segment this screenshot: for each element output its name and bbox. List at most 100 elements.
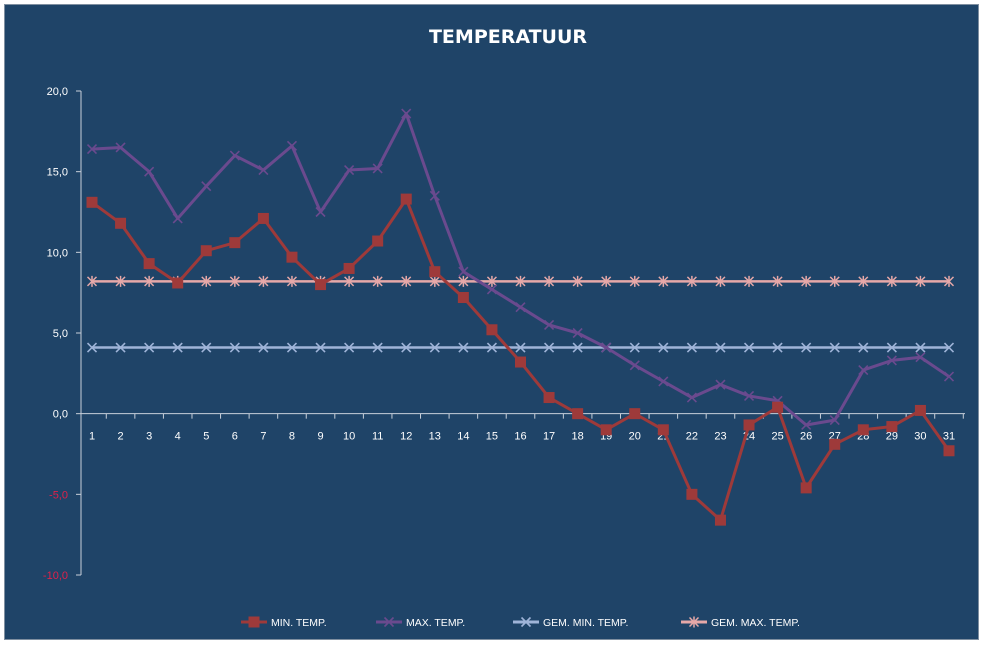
data-point-max-temp-stroke-b — [943, 371, 955, 382]
data-point-max-temp — [429, 190, 440, 201]
data-point-min-temp-shape — [143, 258, 155, 270]
data-point-min-temp — [515, 356, 526, 368]
data-point-max-temp — [572, 327, 583, 339]
data-point-min-temp — [686, 488, 698, 500]
data-point-gem-min-temp-stroke-b — [886, 342, 897, 353]
data-point-min-temp-shape — [286, 251, 298, 263]
data-point-gem-min-temp — [372, 342, 383, 353]
y-tick-label: 15,0 — [47, 167, 68, 179]
data-point-min-temp — [914, 404, 926, 416]
x-tick-label: 5 — [203, 431, 209, 443]
data-point-gem-min-temp — [715, 342, 726, 353]
data-point-gem-max-temp — [429, 275, 440, 287]
data-point-max-temp-stroke-b — [401, 108, 412, 119]
data-point-min-temp-shape — [315, 279, 327, 291]
data-point-gem-min-temp — [429, 342, 440, 353]
data-point-gem-min-temp — [886, 342, 897, 353]
x-tick-label: 7 — [260, 431, 266, 443]
data-point-max-temp — [915, 352, 926, 363]
data-point-gem-max-temp — [772, 275, 783, 287]
legend-swatch-marker-stroke-b — [520, 616, 532, 628]
data-point-gem-min-temp-stroke-b — [401, 342, 412, 353]
data-point-max-temp — [829, 415, 840, 426]
y-tick-label: 10,0 — [47, 247, 68, 259]
data-point-max-temp — [401, 108, 412, 119]
data-point-min-temp-shape — [200, 245, 212, 257]
data-point-min-temp — [772, 401, 784, 413]
data-point-gem-min-temp-stroke-b — [229, 342, 240, 353]
data-point-max-temp — [458, 266, 469, 277]
data-point-gem-max-temp — [544, 275, 555, 287]
data-point-min-temp-shape — [343, 262, 355, 274]
data-point-gem-min-temp — [915, 342, 926, 353]
data-point-gem-max-temp — [344, 275, 355, 287]
series-line-max-temp — [91, 112, 950, 427]
data-point-gem-min-temp — [172, 342, 183, 353]
axes: 20,015,010,05,00,0-5,0-10,01 2 3 4 5 6 7 8 9 10 11… — [43, 86, 965, 582]
data-point-min-temp-shape — [857, 424, 869, 436]
data-point-gem-max-temp — [515, 275, 526, 287]
data-point-max-temp-stroke-b — [429, 190, 440, 201]
data-point-min-temp — [543, 392, 555, 404]
data-point-min-temp — [143, 258, 155, 270]
data-point-min-temp-shape — [572, 408, 584, 420]
x-tick-label: 2 — [118, 431, 124, 443]
data-point-gem-min-temp-stroke-b — [743, 342, 755, 353]
data-point-gem-max-temp — [286, 275, 297, 287]
data-point-gem-max-temp — [401, 275, 412, 287]
x-tick-label: 22 — [686, 431, 698, 443]
data-point-max-temp — [86, 144, 98, 155]
data-point-gem-min-temp-stroke-b — [658, 342, 669, 353]
legend-item-gem-min-temp: GEM. MIN. TEMP. — [513, 616, 628, 629]
data-point-min-temp — [429, 266, 441, 278]
x-tick-label: 4 — [175, 431, 181, 443]
data-point-gem-min-temp-stroke-b — [515, 342, 526, 353]
data-point-gem-min-temp — [801, 342, 812, 353]
series-gem-max-temp — [86, 275, 955, 287]
data-point-gem-min-temp — [572, 342, 583, 353]
data-point-min-temp — [457, 292, 469, 304]
data-point-min-temp — [200, 245, 212, 257]
data-point-min-temp-shape — [943, 445, 955, 457]
data-point-min-temp — [86, 196, 98, 208]
y-tick-label: 20,0 — [47, 86, 68, 98]
chart-title: TEMPERATUUR — [429, 26, 587, 48]
data-point-max-temp — [943, 371, 955, 382]
series-layer — [86, 108, 955, 526]
data-point-gem-min-temp-stroke-b — [458, 342, 469, 353]
data-point-min-temp — [714, 514, 726, 526]
data-point-gem-min-temp-stroke-b — [772, 342, 783, 353]
data-point-gem-min-temp — [943, 342, 955, 353]
data-point-gem-max-temp — [801, 275, 812, 287]
data-point-max-temp-stroke-b — [315, 206, 326, 218]
data-point-gem-min-temp-stroke-b — [486, 342, 497, 353]
data-point-max-temp-stroke-b — [715, 379, 726, 390]
data-point-max-temp-stroke-b — [515, 302, 526, 313]
data-point-max-temp-stroke-b — [258, 164, 269, 176]
data-point-min-temp-shape — [886, 421, 898, 433]
data-point-gem-min-temp — [829, 342, 840, 353]
data-point-gem-min-temp-stroke-b — [315, 342, 326, 353]
x-tick-label: 11 — [372, 431, 383, 443]
x-tick-label: 8 — [289, 431, 295, 443]
data-point-min-temp-shape — [457, 292, 469, 304]
x-tick-label: 14 — [457, 431, 469, 443]
data-point-gem-max-temp — [744, 275, 755, 287]
data-point-gem-min-temp — [286, 342, 298, 353]
data-point-min-temp-shape — [372, 235, 384, 247]
legend-label: GEM. MAX. TEMP. — [711, 617, 800, 629]
data-point-max-temp-stroke-b — [629, 360, 640, 371]
data-point-max-temp-stroke-b — [801, 419, 812, 431]
legend-swatch-marker-stroke-b — [383, 616, 395, 628]
data-point-gem-min-temp-stroke-b — [429, 342, 440, 353]
data-point-max-temp — [144, 166, 155, 177]
data-point-min-temp-shape — [629, 408, 641, 420]
legend-label: MIN. TEMP. — [271, 617, 327, 629]
data-point-gem-min-temp-stroke-b — [172, 342, 183, 353]
data-point-max-temp-stroke-b — [658, 376, 669, 387]
data-point-max-temp — [801, 419, 812, 431]
data-point-max-temp — [258, 164, 269, 176]
data-point-max-temp — [886, 355, 897, 366]
data-point-gem-min-temp-stroke-b — [286, 342, 298, 353]
data-point-gem-max-temp — [915, 275, 926, 287]
